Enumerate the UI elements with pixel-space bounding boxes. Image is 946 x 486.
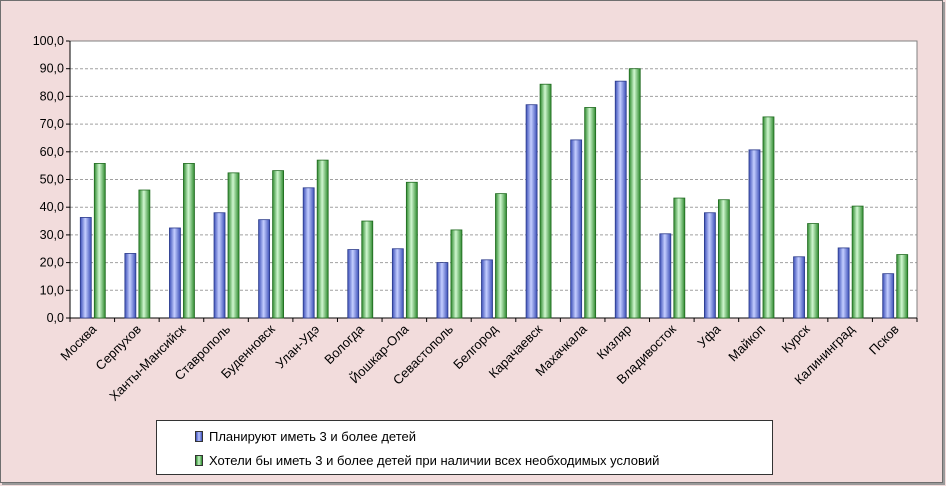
bar-plan [659,233,672,319]
bar-want [807,223,819,319]
bar-want [138,189,151,319]
bar-want [495,193,507,319]
y-tick-label: 40,0 [40,200,64,214]
bar-plan [213,212,226,319]
bar-plan [302,187,315,319]
x-category-label: Москва [57,321,100,364]
legend-swatch-want [195,454,203,466]
bar-want [450,229,463,319]
y-tick-label: 10,0 [40,283,64,297]
bar-plan [79,217,92,319]
x-category-label: Ханты-Мансийск [106,321,188,403]
y-tick-label: 90,0 [40,62,64,76]
bar-want [183,163,195,319]
bar-want [628,68,641,319]
y-tick-label: 60,0 [40,145,64,159]
bar-plan [793,256,805,319]
bar-plan [748,149,761,319]
bar-want [405,181,418,319]
x-category-label: Псков [866,321,902,357]
bar-plan [258,219,271,319]
y-tick-label: 50,0 [40,173,64,187]
bar-plan [124,253,137,319]
x-category-label: Курск [778,321,812,355]
bar-plan [481,259,493,319]
x-category-label: Улан-Удэ [273,321,323,371]
y-tick-label: 0,0 [47,311,64,325]
bar-plan [347,249,360,319]
legend-item-plan: Планируют иметь 3 и более детей [195,426,416,446]
y-tick-label: 70,0 [40,117,64,131]
y-tick-label: 100,0 [33,34,64,48]
bar-want [272,170,285,319]
bar-want [361,220,374,319]
bar-want [93,163,106,319]
bar-plan [169,227,181,319]
bar-want [227,172,240,319]
bar-want [717,199,730,319]
y-tick-label: 20,0 [40,256,64,270]
bar-want [316,159,329,319]
bar-plan [570,139,583,319]
x-category-label: Кизляр [594,322,635,363]
x-category-label: Вологда [321,321,367,367]
y-tick-label: 80,0 [40,89,64,103]
y-tick-label: 30,0 [40,228,64,242]
bar-plan [837,247,850,319]
bar-want [539,83,552,319]
bar-plan [525,104,538,319]
bar-want [896,254,909,319]
bar-plan [436,262,449,319]
legend-label-want: Хотели бы иметь 3 и более детей при нали… [209,452,660,468]
legend-label-plan: Планируют иметь 3 и более детей [209,428,416,444]
legend-item-want: Хотели бы иметь 3 и более детей при нали… [195,450,659,470]
bar-plan [703,212,716,319]
bar-want [673,197,686,319]
legend: Планируют иметь 3 и более детей Хотели б… [156,420,773,475]
x-category-label: Уфа [694,321,724,351]
bar-plan [614,80,627,319]
bar-want [762,116,775,319]
bar-want [584,107,597,319]
bar-plan [882,273,895,319]
x-category-label: Майкоп [725,322,768,365]
bar-want [851,205,864,319]
bar-plan [391,248,404,319]
legend-swatch-plan [195,430,203,442]
